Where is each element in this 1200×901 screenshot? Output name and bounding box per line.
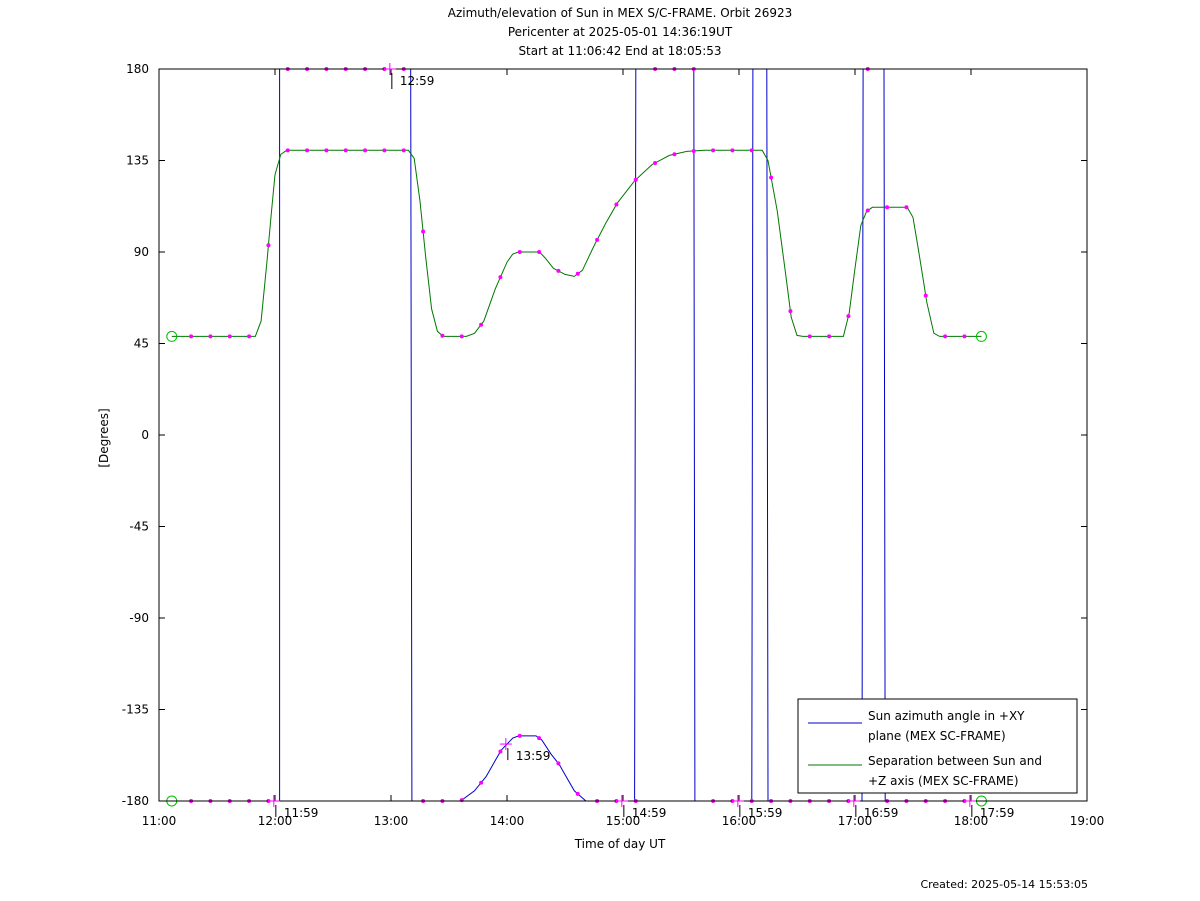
x-tick-label: 19:00: [1070, 814, 1105, 828]
x-tick-label: 18:00: [954, 814, 989, 828]
y-tick-label: 45: [134, 337, 149, 351]
sample-point: [672, 152, 677, 157]
y-tick-label: -90: [129, 611, 149, 625]
sample-point: [788, 309, 793, 314]
sample-point: [556, 268, 561, 273]
time-marker-label: 14:59: [632, 806, 667, 820]
sample-point: [691, 148, 696, 153]
sample-point: [266, 243, 271, 248]
y-tick-label: 180: [126, 62, 149, 76]
sample-point: [440, 333, 445, 338]
sample-point: [517, 733, 522, 738]
sample-point: [595, 237, 600, 242]
chart-title: Azimuth/elevation of Sun in MEX S/C-FRAM…: [448, 6, 793, 20]
created-timestamp: Created: 2025-05-14 15:53:05: [920, 878, 1088, 891]
x-tick-label: 11:00: [142, 814, 177, 828]
x-axis-label: Time of day UT: [574, 837, 666, 851]
sample-point: [401, 148, 406, 153]
y-tick-label: -45: [129, 520, 149, 534]
sample-point: [459, 334, 464, 339]
time-marker-label: 15:59: [748, 806, 783, 820]
sample-point: [498, 749, 503, 754]
time-marker-label: 16:59: [864, 806, 899, 820]
legend-label-separation-1: Separation between Sun and: [868, 754, 1042, 768]
sample-point: [904, 205, 909, 210]
sample-point: [421, 229, 426, 234]
sample-point: [363, 148, 368, 153]
series-line-azimuth: [171, 68, 982, 802]
legend-label-azimuth-1: Sun azimuth angle in +XY: [868, 709, 1025, 723]
sample-point: [633, 177, 638, 182]
sample-point: [285, 148, 290, 153]
sample-point: [749, 148, 754, 153]
sample-point: [305, 148, 310, 153]
legend-box: [797, 698, 1078, 794]
sample-point: [498, 275, 503, 280]
y-tick-label: 90: [134, 245, 149, 259]
sample-point: [730, 148, 735, 153]
x-tick-label: 12:00: [258, 814, 293, 828]
time-marker-label: 11:59: [284, 806, 319, 820]
y-tick-label: -180: [122, 794, 149, 808]
x-tick-label: 15:00: [606, 814, 641, 828]
sample-point: [517, 250, 522, 254]
sample-point: [711, 148, 716, 153]
sample-point: [653, 160, 658, 165]
sample-point: [846, 314, 851, 319]
y-tick-label: 135: [126, 154, 149, 168]
sample-point: [556, 761, 561, 766]
sample-point: [343, 148, 348, 153]
endpoint-marker: [166, 330, 178, 342]
sample-point: [807, 334, 812, 339]
legend-label-azimuth-2: plane (MEX SC-FRAME): [868, 729, 1006, 743]
sample-point: [537, 736, 542, 741]
series-line-separation: [171, 149, 982, 337]
sample-point: [769, 175, 774, 180]
plot-area: [166, 67, 987, 807]
legend-label-separation-2: +Z axis (MEX SC-FRAME): [868, 774, 1019, 788]
legend: Sun azimuth angle in +XY plane (MEX SC-F…: [797, 698, 1078, 794]
sample-point: [827, 334, 832, 339]
endpoint-marker: [975, 330, 987, 342]
axis-ticks: 11:00 12:00 13:00 14:00 15:00 16:00 17:00 18:00…: [122, 62, 1105, 828]
x-tick-label: 13:00: [374, 814, 409, 828]
sample-point: [189, 334, 194, 339]
sample-point: [247, 334, 252, 339]
sample-point: [382, 148, 387, 153]
sample-point: [923, 293, 928, 298]
time-marker-label: 12:59: [400, 74, 435, 88]
y-axis-label: [Degrees]: [97, 408, 111, 467]
time-markers: 11:59 12:59 13:59 14:59 15:59 16:59 17:59: [267, 63, 1015, 820]
plot-frame: [158, 68, 1088, 802]
x-tick-label: 16:00: [722, 814, 757, 828]
sample-point: [575, 271, 580, 276]
sample-point: [865, 208, 870, 213]
sample-point: [943, 334, 948, 339]
sample-point: [479, 780, 484, 785]
sample-point: [479, 322, 484, 327]
sample-point: [227, 334, 232, 339]
sample-point: [614, 202, 619, 207]
y-tick-label: -135: [122, 703, 149, 717]
sample-point: [575, 791, 580, 796]
chart-subtitle-2: Start at 11:06:42 End at 18:05:53: [518, 44, 721, 58]
sample-point: [324, 148, 329, 153]
time-marker-label: 13:59: [516, 749, 551, 763]
sample-point: [208, 334, 213, 339]
chart-subtitle: Pericenter at 2025-05-01 14:36:19UT: [508, 25, 733, 39]
sample-point: [537, 250, 542, 254]
sample-point: [962, 334, 967, 339]
x-tick-label: 14:00: [490, 814, 525, 828]
y-tick-label: 0: [141, 428, 149, 442]
time-marker-label: 17:59: [980, 806, 1015, 820]
sample-point: [459, 798, 464, 803]
x-tick-label: 17:00: [838, 814, 873, 828]
sample-point: [885, 205, 890, 210]
